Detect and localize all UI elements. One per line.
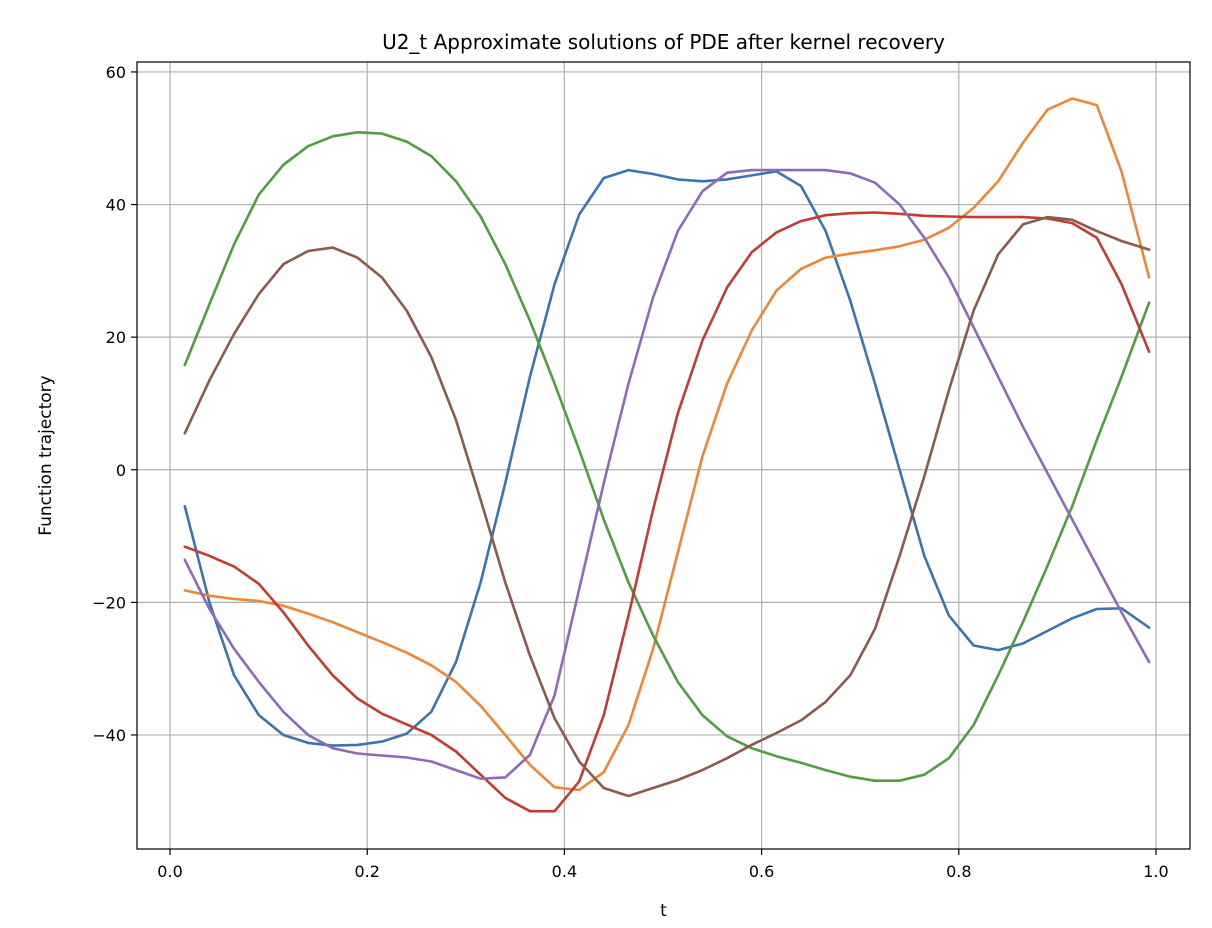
series-line-2 — [183, 97, 1151, 792]
x-tick-label: 0.6 — [749, 862, 774, 881]
x-tick-label: 0.0 — [157, 862, 182, 881]
x-tick-label: 0.2 — [354, 862, 379, 881]
x-tick-label: 0.8 — [946, 862, 971, 881]
y-tick-label: −20 — [92, 593, 126, 612]
plot-frame — [136, 61, 1191, 850]
chart-title: U2_t Approximate solutions of PDE after … — [382, 30, 945, 54]
x-tick-label: 1.0 — [1143, 862, 1168, 881]
y-tick-label: 40 — [106, 196, 126, 215]
y-tick-label: 0 — [116, 461, 126, 480]
axis-ticks: 0.0 0.2 0.4 0.6 0.8 1.0 −40 −20 0 20 40 60 — [92, 63, 1168, 881]
series-line-6 — [183, 215, 1151, 798]
series-line-4 — [183, 211, 1151, 813]
x-axis-label: t — [660, 901, 667, 921]
series-line-5 — [183, 168, 1151, 781]
series-line-3 — [183, 131, 1151, 783]
series-lines — [183, 97, 1151, 813]
y-tick-label: −40 — [92, 726, 126, 745]
grid — [137, 62, 1190, 849]
y-axis-label: Function trajectory — [36, 375, 56, 535]
y-tick-label: 20 — [106, 328, 126, 347]
series-line-1 — [183, 168, 1151, 747]
x-tick-label: 0.4 — [552, 862, 577, 881]
y-tick-label: 60 — [106, 63, 126, 82]
